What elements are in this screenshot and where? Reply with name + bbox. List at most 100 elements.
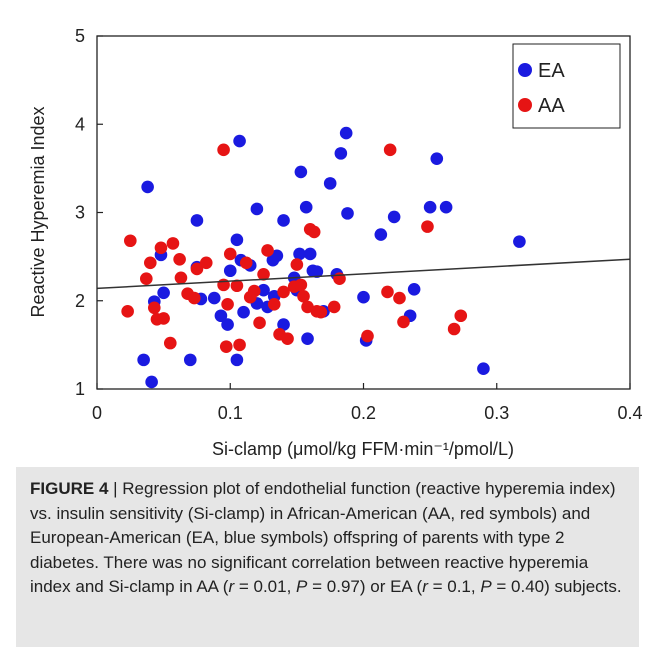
- x-tick-label: 0: [92, 403, 102, 423]
- caption-text: Regression plot of endothelial function …: [30, 479, 616, 596]
- caption-ea-p-symbol: P: [480, 577, 492, 596]
- scatter-point-ea: [230, 233, 244, 247]
- scatter-point-aa: [230, 279, 244, 293]
- scatter-point-ea: [323, 177, 337, 190]
- scatter-point-aa: [239, 256, 253, 270]
- scatter-point-ea: [303, 247, 317, 261]
- scatter-point-aa: [294, 278, 308, 292]
- scatter-point-aa: [277, 285, 290, 299]
- caption-aa-r-symbol: r: [228, 577, 235, 596]
- scatter-point-aa: [157, 312, 170, 325]
- caption-aa-p-value: = 0.97) or EA (: [307, 577, 423, 596]
- scatter-point-ea: [223, 264, 237, 278]
- scatter-point-ea: [233, 134, 246, 148]
- scatter-point-aa: [154, 241, 168, 255]
- scatter-point-ea: [277, 214, 290, 227]
- caption-aa-r-value: = 0.01,: [234, 577, 297, 596]
- scatter-point-ea: [157, 286, 170, 300]
- caption-label: FIGURE 4: [30, 479, 109, 498]
- scatter-point-aa: [290, 258, 304, 271]
- x-tick-label: 0.4: [617, 403, 642, 423]
- scatter-point-aa: [173, 252, 186, 266]
- scatter-point-aa: [124, 234, 137, 248]
- scatter-point-aa: [163, 336, 177, 350]
- y-axis-title: Reactive Hyperemia Index: [28, 106, 48, 317]
- scatter-point-aa: [267, 297, 281, 311]
- scatter-point-aa: [261, 244, 274, 257]
- scatter-point-aa: [281, 332, 294, 345]
- scatter-point-aa: [233, 338, 246, 352]
- scatter-point-ea: [214, 309, 228, 323]
- legend-ea-label: EA: [538, 60, 565, 82]
- scatter-point-aa: [327, 300, 341, 314]
- scatter-point-aa: [383, 143, 397, 157]
- scatter-point-aa: [217, 278, 230, 292]
- scatter-point-aa: [223, 247, 237, 261]
- y-tick-label: 5: [75, 26, 85, 46]
- legend-aa-marker: [518, 98, 532, 112]
- scatter-point-ea: [301, 332, 314, 345]
- scatter-point-ea: [477, 362, 490, 376]
- scatter-point-aa: [190, 262, 204, 276]
- scatter-point-ea: [277, 318, 290, 331]
- scatter-point-aa: [253, 316, 266, 330]
- scatter-plot: 0 0.1 0.2 0.3 0.4 1 2 3 4 5 EA AA Si-clamp (μmol/…: [28, 26, 643, 459]
- plot-frame: [96, 35, 631, 390]
- scatter-point-aa: [187, 291, 201, 305]
- x-axis-title: Si-clamp (μmol/kg FFM·min⁻¹/pmol/L): [212, 439, 514, 459]
- x-tick-label: 0.3: [484, 403, 509, 423]
- scatter-point-aa: [199, 256, 213, 270]
- x-tick-label: 0.1: [218, 403, 243, 423]
- scatter-point-aa: [219, 340, 233, 353]
- scatter-point-aa: [121, 305, 134, 318]
- scatter-point-ea: [137, 353, 150, 367]
- scatter-point-ea: [141, 180, 154, 194]
- caption-ea-p-value: = 0.40) subjects.: [491, 577, 622, 596]
- scatter-point-aa: [247, 284, 261, 298]
- scatter-point-ea: [183, 353, 197, 367]
- scatter-point-ea: [230, 353, 244, 367]
- legend: EA AA: [512, 43, 621, 129]
- scatter-point-ea: [430, 152, 444, 165]
- scatter-point-ea: [357, 290, 370, 304]
- legend-ea-marker: [518, 63, 532, 77]
- scatter-point-ea: [334, 147, 348, 160]
- scatter-point-aa: [257, 267, 270, 281]
- scatter-point-aa: [307, 225, 321, 239]
- scatter-point-aa: [140, 272, 153, 285]
- scatter-point-aa: [166, 237, 180, 250]
- scatter-point-aa: [221, 297, 234, 311]
- scatter-point-ea: [293, 247, 306, 261]
- scatter-point-ea: [310, 265, 324, 278]
- figure-caption: FIGURE 4 | Regression plot of endothelia…: [16, 467, 639, 647]
- scatter-point-ea: [221, 318, 234, 331]
- scatter-point-ea: [407, 282, 421, 296]
- scatter-point-ea: [339, 126, 353, 140]
- scatter-point-ea: [294, 165, 308, 179]
- x-tick-label: 0.2: [351, 403, 376, 423]
- scatter-point-aa: [147, 301, 161, 315]
- scatter-point-ea: [190, 214, 204, 227]
- scatter-point-aa: [361, 329, 374, 343]
- scatter-point-aa: [393, 291, 406, 305]
- y-tick-label: 3: [75, 203, 85, 223]
- caption-aa-p-symbol: P: [296, 577, 308, 596]
- data-points: [121, 126, 526, 389]
- caption-ea-r-symbol: r: [422, 577, 428, 596]
- scatter-point-aa: [454, 309, 468, 323]
- y-tick-label: 4: [75, 114, 85, 134]
- caption-ea-r-value: = 0.1,: [427, 577, 481, 596]
- scatter-point-aa: [217, 143, 230, 157]
- y-tick-label: 1: [75, 379, 85, 399]
- scatter-point-ea: [513, 235, 526, 248]
- scatter-point-aa: [301, 300, 314, 314]
- scatter-point-ea: [237, 305, 250, 319]
- scatter-point-ea: [250, 202, 264, 216]
- scatter-point-aa: [397, 315, 410, 329]
- scatter-point-ea: [145, 375, 158, 389]
- scatter-point-ea: [374, 228, 388, 241]
- scatter-point-ea: [387, 210, 401, 224]
- legend-aa-label: AA: [538, 95, 565, 117]
- scatter-point-ea: [270, 249, 284, 263]
- scatter-point-aa: [174, 271, 188, 285]
